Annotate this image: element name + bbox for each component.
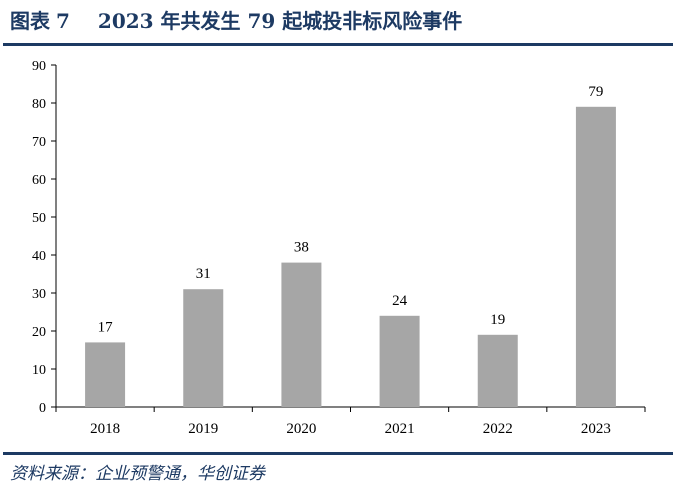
- x-tick-label-2022: 2022: [483, 421, 513, 437]
- bar-2018: [85, 342, 126, 407]
- data-label-2019: 31: [196, 266, 211, 282]
- y-tick-label: 30: [32, 287, 46, 302]
- x-tick-label-2023: 2023: [581, 421, 611, 437]
- x-tick-label-2018: 2018: [90, 421, 120, 437]
- data-label-2018: 17: [98, 319, 114, 335]
- y-tick-label: 10: [32, 363, 46, 378]
- y-tick-label: 90: [32, 59, 46, 74]
- y-tick-label: 80: [32, 97, 46, 112]
- y-tick-label: 20: [32, 325, 46, 340]
- bar-2019: [183, 289, 224, 407]
- data-label-2020: 38: [294, 240, 309, 256]
- y-tick-label: 50: [32, 211, 46, 226]
- figure-title-text: 2023 年共发生 79 起城投非标风险事件: [97, 9, 463, 33]
- y-tick-label: 0: [39, 401, 46, 416]
- chart-title: 图表 7 2023 年共发生 79 起城投非标风险事件: [10, 2, 462, 40]
- bar-2022: [477, 334, 518, 407]
- x-tick-label-2021: 2021: [385, 421, 415, 437]
- title-divider: [3, 43, 673, 46]
- y-tick-label: 70: [32, 135, 46, 150]
- data-label-2022: 19: [490, 312, 505, 328]
- bar-2020: [281, 262, 322, 407]
- x-tick-label-2019: 2019: [188, 421, 218, 437]
- figure-label: 图表: [10, 9, 50, 33]
- bar-chart: 0 10 20 30 40 50 60 70 80 90 17 2018 31 2019 38 2020 24 2…: [32, 59, 646, 437]
- x-tick-label-2020: 2020: [286, 421, 316, 437]
- y-tick-label: 60: [32, 173, 46, 188]
- footer-divider: [3, 452, 673, 455]
- data-label-2021: 24: [392, 293, 408, 309]
- data-label-2023: 79: [588, 84, 603, 100]
- y-tick-label: 40: [32, 249, 46, 264]
- source-note: 资料来源：企业预警通，华创证券: [10, 464, 265, 484]
- bar-2023: [575, 106, 616, 408]
- figure-number: 7: [56, 9, 70, 33]
- bar-2021: [379, 315, 420, 407]
